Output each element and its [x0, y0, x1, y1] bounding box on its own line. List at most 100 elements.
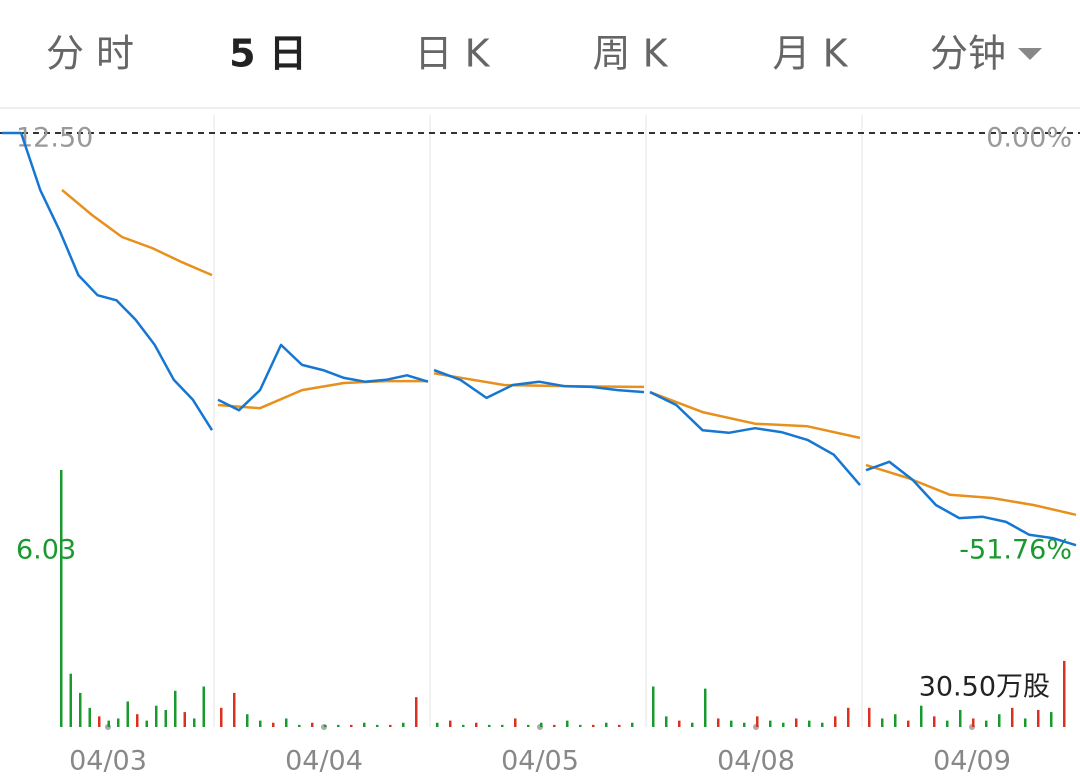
volume-bar	[60, 469, 63, 727]
volume-bar	[311, 722, 314, 727]
volume-bar	[704, 688, 707, 727]
volume-bar	[920, 705, 923, 727]
price-line	[217, 343, 429, 412]
price-line	[649, 390, 861, 486]
volume-bar	[959, 709, 962, 727]
volume-bar	[233, 692, 236, 727]
volume-bar	[985, 720, 988, 727]
volume-bar	[946, 720, 949, 727]
volume-bar	[193, 718, 196, 727]
x-tick-label: 04/08	[717, 746, 795, 777]
volume-bar	[847, 707, 850, 727]
tab[interactable]: 分钟	[930, 32, 1006, 76]
x-tick-label: 04/05	[501, 746, 579, 777]
volume-bar	[821, 722, 824, 727]
tab[interactable]: 周 K	[593, 32, 669, 76]
volume-bar	[769, 720, 772, 727]
volume-bar	[795, 718, 798, 727]
volume-bar	[605, 722, 608, 727]
volume-bar	[631, 722, 634, 727]
volume-bar	[998, 714, 1001, 727]
volume-bar	[259, 720, 262, 727]
tab[interactable]: 分 时	[46, 32, 134, 76]
volume-bar	[298, 724, 301, 727]
volume-bar	[488, 724, 491, 727]
dropdown-arrow[interactable]	[1018, 48, 1042, 60]
volume-bar	[894, 714, 897, 727]
volume-bar	[782, 722, 785, 727]
volume-bar	[164, 709, 167, 727]
volume-bar	[933, 716, 936, 727]
volume-bar	[1063, 660, 1066, 727]
volume-bar	[540, 722, 543, 727]
avg-line	[649, 390, 861, 440]
volume-bar	[183, 712, 186, 727]
avg-line	[61, 188, 213, 277]
volume-bar	[678, 720, 681, 727]
volume-bar	[652, 686, 655, 727]
volume-bar	[389, 724, 392, 727]
volume-bar	[592, 724, 595, 727]
y-tick-label: 12.50	[16, 123, 93, 154]
volume-bar	[717, 718, 720, 727]
volume-bar	[88, 707, 91, 727]
avg-line	[433, 372, 645, 389]
volume-bar	[808, 720, 811, 727]
volume-bar	[743, 722, 746, 727]
x-tick-label: 04/09	[933, 746, 1011, 777]
volume-bar	[1011, 707, 1014, 727]
volume-bar	[907, 720, 910, 727]
volume-bar	[756, 716, 759, 727]
volume-bar	[69, 673, 72, 727]
volume-bar	[98, 716, 101, 727]
tab[interactable]: 月 K	[773, 32, 849, 76]
volume-bar	[337, 724, 340, 727]
volume-bar	[972, 718, 975, 727]
volume-bar	[107, 720, 110, 727]
volume-bar	[415, 697, 418, 727]
volume-bar	[436, 722, 439, 727]
volume-bar	[145, 720, 148, 727]
price-line	[433, 368, 645, 400]
x-tick-label: 04/04	[285, 746, 363, 777]
tab[interactable]: 日 K	[415, 32, 491, 76]
volume-bar	[834, 716, 837, 727]
volume-bar	[462, 724, 465, 727]
volume-bar	[174, 690, 177, 727]
y2-tick-label: -51.76%	[959, 535, 1072, 566]
volume-bar	[579, 724, 582, 727]
volume-bar	[691, 722, 694, 727]
volume-bar	[272, 722, 275, 727]
volume-bar	[449, 720, 452, 727]
volume-bar	[527, 724, 530, 727]
volume-bar	[285, 718, 288, 727]
volume-bar	[868, 707, 871, 727]
x-tick-label: 04/03	[69, 746, 147, 777]
volume-bar	[618, 724, 621, 727]
volume-bar	[117, 718, 120, 727]
volume-bar	[402, 722, 405, 727]
volume-bar	[501, 724, 504, 727]
volume-bar	[246, 714, 249, 727]
avg-line	[865, 463, 1077, 517]
volume-bar	[881, 718, 884, 727]
price-line	[865, 460, 1077, 547]
volume-bar	[514, 718, 517, 727]
volume-bar	[350, 724, 353, 727]
volume-bar	[665, 716, 668, 727]
volume-bar	[126, 701, 129, 727]
avg-line	[217, 379, 428, 410]
price-line	[2, 131, 214, 431]
volume-bar	[730, 720, 733, 727]
volume-bar	[553, 724, 556, 727]
y-tick-label: 6.03	[16, 535, 76, 566]
volume-bar	[202, 686, 205, 727]
volume-bar	[155, 705, 158, 727]
volume-bar	[363, 722, 366, 727]
volume-bar	[324, 724, 327, 727]
tab[interactable]: 5 日	[229, 32, 307, 76]
volume-bar	[79, 692, 82, 727]
volume-bar	[566, 720, 569, 727]
